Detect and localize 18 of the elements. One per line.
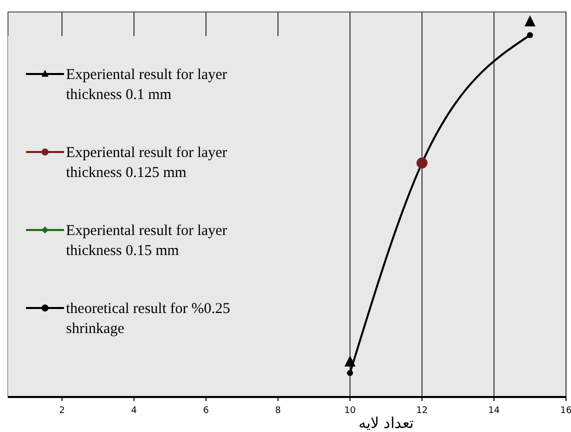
legend-label: Experiental result for layer thickness 0.15 mm — [66, 223, 228, 259]
point — [344, 356, 356, 367]
x-tick-label: 4 — [131, 406, 138, 416]
legend-label: Experiental result for layer thickness 0.1 mm — [66, 67, 228, 103]
legend-label: Experiental result for layer thickness 0.125 mm — [66, 145, 228, 181]
x-tick-label: 10 — [344, 406, 356, 416]
point — [524, 15, 536, 26]
x-tick-label: 16 — [560, 406, 571, 416]
x-tick-label: 12 — [416, 406, 428, 416]
x-tick-label: 14 — [488, 406, 500, 416]
point — [527, 32, 533, 38]
x-tick-label: 8 — [275, 406, 282, 416]
x-axis-title: تعداد لایه — [358, 416, 414, 432]
x-tick-label: 6 — [203, 406, 210, 416]
legend-label: theoretical result for %0.25 shrinkage — [66, 301, 230, 337]
x-tick-label: 2 — [59, 406, 65, 416]
point — [347, 370, 353, 376]
point — [416, 158, 428, 168]
